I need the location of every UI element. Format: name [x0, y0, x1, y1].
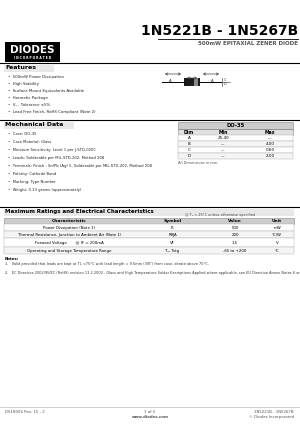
Text: °C/W: °C/W	[272, 232, 282, 236]
Text: •  Weight: 0.13 grams (approximately): • Weight: 0.13 grams (approximately)	[8, 188, 81, 192]
Bar	[4, 231, 294, 238]
Bar	[4, 122, 74, 129]
Text: Power Dissipation (Note 1): Power Dissipation (Note 1)	[44, 226, 96, 230]
Text: A: A	[188, 136, 190, 140]
Text: DO-35: DO-35	[226, 123, 244, 128]
Text: @ T₂ = 25°C unless otherwise specified: @ T₂ = 25°C unless otherwise specified	[185, 213, 255, 217]
Text: Min: Min	[219, 130, 228, 134]
Text: Operating and Storage Temperature Range: Operating and Storage Temperature Range	[27, 249, 112, 252]
Text: All Dimensions in mm: All Dimensions in mm	[178, 161, 217, 165]
Text: •  Polarity: Cathode Band: • Polarity: Cathode Band	[8, 172, 56, 176]
Text: 4.00: 4.00	[266, 142, 274, 146]
Bar	[4, 209, 294, 216]
Text: 1 of 5: 1 of 5	[144, 410, 156, 414]
Bar	[5, 42, 60, 62]
Text: Forward Voltage       @ IF = 200mA: Forward Voltage @ IF = 200mA	[35, 241, 104, 244]
Text: •  Leads: Solderable per MIL-STD-202, Method 208: • Leads: Solderable per MIL-STD-202, Met…	[8, 156, 104, 160]
Bar	[4, 247, 294, 254]
Text: 1.5: 1.5	[232, 241, 238, 244]
Text: Dim: Dim	[184, 130, 194, 134]
Bar	[4, 238, 294, 247]
Text: •  V₂ - Tolerance ±5%: • V₂ - Tolerance ±5%	[8, 103, 50, 107]
Text: D: D	[224, 82, 227, 86]
Text: •  Surface Mount Equivalents Available: • Surface Mount Equivalents Available	[8, 89, 84, 93]
Text: I N C O R P O R A T E D: I N C O R P O R A T E D	[14, 56, 51, 60]
Bar	[178, 135, 293, 141]
Text: mW: mW	[273, 226, 281, 230]
Text: 1N5221B - 1N5267B: 1N5221B - 1N5267B	[254, 410, 294, 414]
Text: •  Case: DO-35: • Case: DO-35	[8, 132, 37, 136]
Text: ---: ---	[221, 154, 226, 158]
Text: RθJA: RθJA	[168, 232, 177, 236]
Text: Unit: Unit	[272, 219, 282, 223]
Text: P₂: P₂	[171, 226, 174, 230]
Bar	[178, 147, 293, 153]
Text: VF: VF	[170, 241, 175, 244]
Text: ---: ---	[221, 148, 226, 152]
Text: D: D	[188, 154, 190, 158]
Text: •  High Stability: • High Stability	[8, 82, 39, 86]
Text: V: V	[276, 241, 278, 244]
Text: 2.00: 2.00	[266, 154, 274, 158]
Text: 200: 200	[231, 232, 239, 236]
Text: •  Terminals: Finish - Sn/Pb (Ag) 5, Solderable per MIL-STD-202, Method 208: • Terminals: Finish - Sn/Pb (Ag) 5, Sold…	[8, 164, 152, 168]
Text: °C: °C	[274, 249, 279, 252]
Text: © Diodes Incorporated: © Diodes Incorporated	[249, 415, 294, 419]
Bar	[4, 224, 294, 231]
Text: -65 to +200: -65 to +200	[223, 249, 247, 252]
Text: DS18006 Rev. 15 - 2: DS18006 Rev. 15 - 2	[5, 410, 45, 414]
Text: DIODES: DIODES	[10, 45, 55, 55]
Text: Mechanical Data: Mechanical Data	[5, 122, 63, 127]
Text: C: C	[188, 148, 190, 152]
Bar	[4, 65, 54, 72]
Text: 1N5221B - 1N5267B: 1N5221B - 1N5267B	[141, 24, 298, 38]
Text: •  Case Material: Glass: • Case Material: Glass	[8, 140, 51, 144]
Text: 500mW EPITAXIAL ZENER DIODE: 500mW EPITAXIAL ZENER DIODE	[198, 41, 298, 46]
Bar	[4, 218, 294, 224]
Text: Max: Max	[265, 130, 275, 134]
Text: •  500mW Power Dissipation: • 500mW Power Dissipation	[8, 75, 64, 79]
Text: Value: Value	[228, 219, 242, 223]
Text: www.diodes.com: www.diodes.com	[131, 415, 169, 419]
Text: T₂, Tstg: T₂, Tstg	[165, 249, 180, 252]
Text: 500: 500	[231, 226, 239, 230]
Text: A: A	[211, 79, 213, 83]
Text: Maximum Ratings and Electrical Characteristics: Maximum Ratings and Electrical Character…	[5, 209, 154, 214]
Text: 2.   EC Directive 2002/95/EC (RoHS) revision 13.2.2003 - Glass and High Temperat: 2. EC Directive 2002/95/EC (RoHS) revisi…	[5, 271, 300, 275]
Text: ---: ---	[268, 136, 272, 140]
Text: C: C	[224, 78, 226, 82]
Text: •  Marking: Type Number: • Marking: Type Number	[8, 180, 56, 184]
Text: B: B	[188, 142, 190, 146]
Bar	[178, 129, 293, 135]
Text: Symbol: Symbol	[164, 219, 181, 223]
Text: •  Moisture Sensitivity: Level 1 per J-STD-020C: • Moisture Sensitivity: Level 1 per J-ST…	[8, 148, 96, 152]
Text: A: A	[169, 79, 171, 83]
Bar	[194, 78, 198, 86]
Text: Features: Features	[5, 65, 36, 70]
Text: Thermal Resistance, Junction to Ambient Air (Note 1): Thermal Resistance, Junction to Ambient …	[18, 232, 121, 236]
Bar	[178, 141, 293, 147]
Bar	[178, 122, 293, 129]
Bar	[178, 153, 293, 159]
Text: ---: ---	[221, 142, 226, 146]
Text: B: B	[191, 83, 193, 87]
Text: •  Lead Free Finish, RoHS Compliant (Note 2): • Lead Free Finish, RoHS Compliant (Note…	[8, 110, 96, 114]
Text: •  Hermetic Package: • Hermetic Package	[8, 96, 48, 100]
Text: 0.60: 0.60	[266, 148, 274, 152]
Bar	[184, 78, 200, 86]
Text: 1.   Valid provided that leads are kept at TL <75°C with lead length = 9.5mm (3/: 1. Valid provided that leads are kept at…	[5, 262, 209, 266]
Text: Characteristic: Characteristic	[52, 219, 87, 223]
Text: Notes:: Notes:	[5, 257, 19, 261]
Text: 25.40: 25.40	[218, 136, 229, 140]
